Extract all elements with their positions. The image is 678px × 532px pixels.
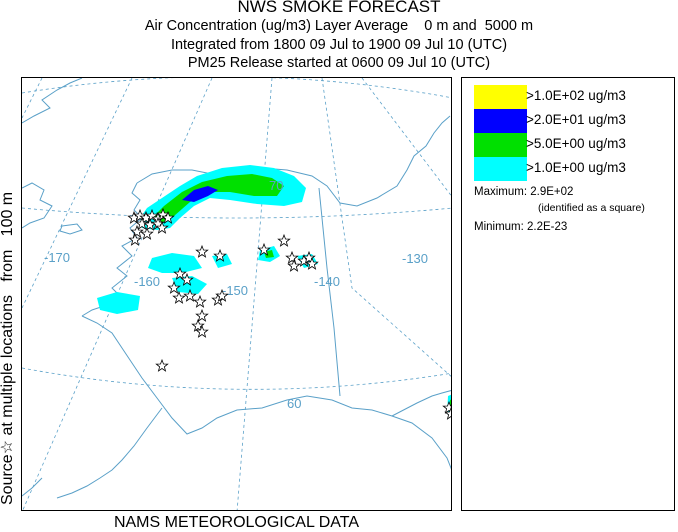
graticule-lon-170 [22,78,133,309]
legend-label-2: >5.0E+00 ug/m3 [526,136,626,151]
legend-level-1: >1.0E+00 ug/m3 [474,157,674,181]
plume-level-1-fragment-a [148,253,202,273]
star-icon [195,324,209,338]
legend-swatch-3 [474,109,527,133]
legend-minimum: Minimum: 2.2E-23 [474,221,568,233]
legend: >1.0E+02 ug/m3 >2.0E+01 ug/m3 >5.0E+00 u… [461,77,675,511]
star-icon [302,250,316,264]
label-lat-60: 60 [287,396,301,411]
legend-label-1: >1.0E+00 ug/m3 [526,160,626,175]
star-icon [130,224,144,238]
legend-swatch-4 [474,85,527,109]
graticule-lat-70 [22,78,451,99]
island-st-lawrence [59,223,83,235]
graticule-labels: 70 60 -170 -160 -150 -140 -130 [44,178,428,411]
star-icon [195,308,209,322]
legend-label-4: >1.0E+02 ug/m3 [526,88,626,103]
release-start: PM25 Release started at 0600 09 Jul 10 (… [187,55,491,71]
star-icon [128,232,142,246]
integration-period: Integrated from 1800 09 Jul to 1900 09 J… [170,37,508,53]
map-canvas: 70 60 -170 -160 -150 -140 -130 [22,78,451,510]
star-icon [195,244,209,258]
star-icon [257,242,271,256]
graticule-lon-140 [321,78,451,377]
label-lon-140: -140 [314,274,340,289]
legend-swatch-1 [474,157,527,181]
star-icon [140,226,154,240]
star-icon [287,258,301,272]
coastline-peninsula [56,407,163,499]
star-icon [167,280,181,294]
graticule [22,78,451,510]
coastline-north [136,115,451,207]
star-icon [285,250,299,264]
graticule-lon-130 [361,78,451,197]
coastline-chukotka [22,182,53,229]
plume-level-1-fragment-c [172,276,207,294]
label-lon-160: -160 [134,274,160,289]
coastline-siberia [22,78,83,124]
graticule-lat-mid [22,207,451,219]
star-icon [213,248,227,262]
graticule-lon-edge [22,78,43,119]
coastline-aleutian [22,477,43,497]
legend-label-3: >2.0E+01 ug/m3 [526,112,626,127]
legend-swatch-2 [474,133,527,157]
legend-level-3: >2.0E+01 ug/m3 [474,109,674,133]
star-icon [191,318,205,332]
label-lon-150: -150 [222,283,248,298]
plume-level-2-main [152,174,284,224]
forecast-title: NWS SMOKE FORECAST [237,0,441,16]
star-icon [444,406,451,420]
star-icon [180,272,194,286]
smoke-map: 70 60 -170 -160 -150 -140 -130 [21,77,452,511]
star-icon [193,294,207,308]
concentration-subtitle: Air Concentration (ug/m3) Layer Average … [144,18,534,34]
legend-maximum: Maximum: 2.9E+02 [474,186,574,198]
border-canada [318,187,341,397]
star-icon [277,233,291,247]
concentration-plume [97,165,451,417]
graticule-lat-60 [22,367,451,390]
plume-level-3-core [182,186,218,202]
label-lon-170: -170 [44,250,70,265]
star-icon [145,208,159,222]
star-icon [133,208,147,222]
plume-level-1-fragment-b [97,292,140,314]
coastline [22,78,451,499]
graticule-lon-150 [236,78,273,510]
source-markers [127,207,451,420]
star-icon [161,210,175,224]
star-icon [183,288,197,302]
source-height-label: Source☆ at multiple locations from 100 m [0,191,16,505]
coastline-panhandle [391,390,451,417]
star-icon [442,400,451,414]
meteorological-data-label: NAMS METEOROLOGICAL DATA [113,514,360,531]
label-lon-130: -130 [402,251,428,266]
legend-level-4: >1.0E+02 ug/m3 [474,85,674,109]
star-icon [135,216,149,230]
label-lat-70: 70 [269,178,283,193]
star-icon [215,288,229,302]
star-icon [173,266,187,280]
star-icon [155,220,169,234]
legend-level-2: >5.0E+00 ug/m3 [474,133,674,157]
star-icon [305,256,319,270]
star-icon [155,358,169,372]
legend-maximum-note: (identified as a square) [538,202,645,214]
star-icon [172,290,186,304]
coastline-southwest [81,315,451,470]
